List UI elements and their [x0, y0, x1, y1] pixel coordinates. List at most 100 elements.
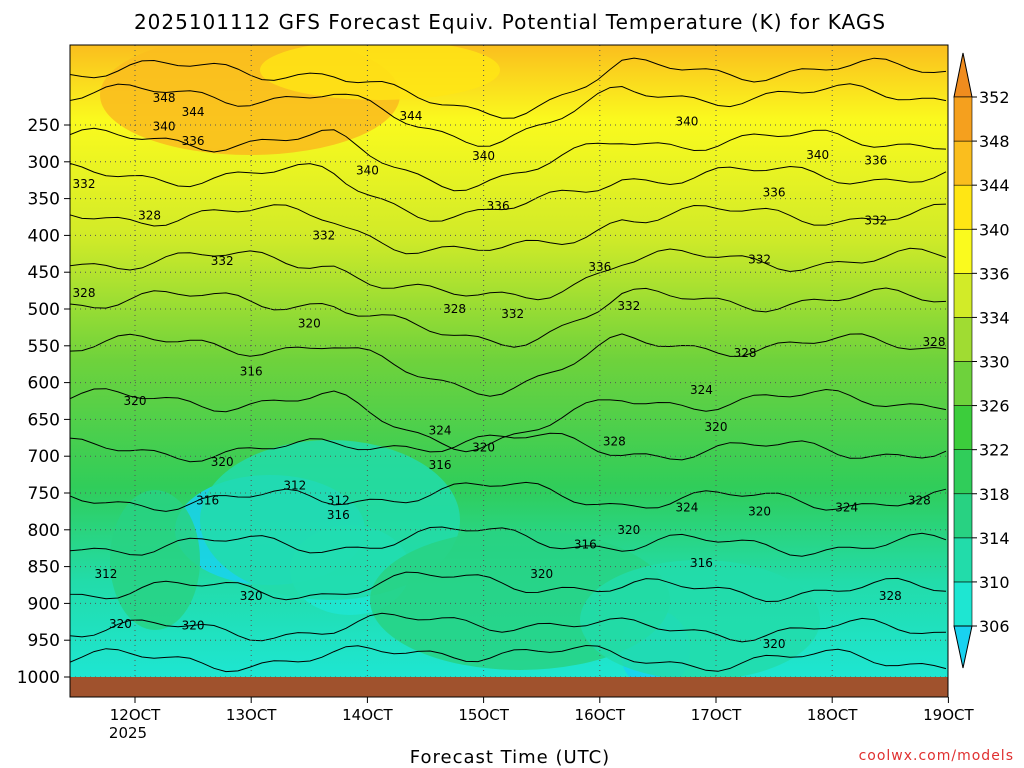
colorbar-segment [953, 228, 973, 274]
colorbar-segment [953, 361, 973, 406]
contour-label: 332 [748, 253, 771, 267]
contour-label: 320 [472, 440, 495, 454]
contour-label: 336 [763, 186, 786, 200]
x-axis-year-label: 2025 [109, 724, 147, 742]
y-tick-label: 250 [28, 116, 60, 136]
contour-label: 328 [603, 434, 626, 448]
contour-line [70, 127, 947, 192]
y-tick-label: 400 [28, 226, 60, 246]
colorbar-segment [953, 317, 973, 362]
contour-label: 336 [588, 260, 611, 274]
contour-label: 320 [240, 589, 263, 603]
x-tick-label: 17OCT [691, 706, 742, 724]
y-tick-label: 800 [28, 521, 60, 541]
colorbar-segment [953, 493, 973, 539]
contour-label: 328 [73, 286, 96, 300]
credit-label: coolwx.com/models [859, 748, 1014, 764]
contour-label: 336 [182, 134, 205, 148]
contour-label: 324 [690, 383, 713, 397]
colorbar-segment [953, 537, 973, 583]
y-tick-label: 850 [28, 558, 60, 578]
field-region [260, 45, 500, 100]
colorbar-label: 352 [979, 88, 1010, 107]
contour-line [70, 162, 947, 222]
y-tick-label: 350 [28, 190, 60, 210]
contour-label: 340 [153, 119, 176, 133]
contour-label: 340 [806, 148, 829, 162]
contour-label: 332 [501, 307, 524, 321]
contour-label: 344 [400, 109, 423, 123]
x-tick-label: 14OCT [342, 706, 393, 724]
contour-label: 328 [138, 209, 161, 223]
contour-label: 316 [429, 458, 452, 472]
colorbar-min-arrow [953, 625, 973, 669]
contour-label: 320 [124, 394, 147, 408]
contour-label: 316 [574, 538, 597, 552]
contour-label: 320 [763, 637, 786, 651]
x-tick-label: 16OCT [575, 706, 626, 724]
colorbar: 306 310 314 318 322 326 330 334 336 340 344 348 352 [953, 52, 1010, 669]
contour-line [70, 203, 947, 255]
contour-label: 328 [908, 493, 931, 507]
contour-label: 336 [864, 153, 887, 167]
plot-frame [69, 44, 949, 698]
contour-label: 320 [617, 523, 640, 537]
contour-line [70, 287, 947, 348]
contour-label: 312 [283, 479, 306, 493]
contour-label: 316 [240, 365, 263, 379]
contour-label: 316 [196, 493, 219, 507]
contour-label: 312 [94, 567, 117, 581]
contour-label: 320 [748, 504, 771, 518]
contour-label: 320 [182, 618, 205, 632]
contour-label: 340 [356, 164, 379, 178]
contour-line [70, 333, 947, 397]
contour-line [70, 644, 947, 673]
contour-label: 320 [530, 567, 553, 581]
colorbar-label: 334 [979, 308, 1010, 327]
contour-line [70, 571, 947, 603]
field-region [200, 440, 460, 600]
colorbar-label: 326 [979, 397, 1010, 416]
contour-line [70, 388, 947, 453]
contour-label: 332 [211, 254, 234, 268]
x-axis-label: Forecast Time (UTC) [410, 747, 610, 768]
contour-label: 332 [73, 177, 96, 191]
y-tick-label: 500 [28, 300, 60, 320]
x-axis: 12OCT 13OCT 14OCT 15OCT 16OCT 17OCT 18OCT 19OCT [110, 697, 975, 724]
colorbar-label: 336 [979, 264, 1010, 283]
colorbar-segment [953, 140, 973, 186]
contour-line [70, 612, 947, 643]
contour-label: 312 [327, 493, 350, 507]
ground-surface-strip [70, 677, 948, 697]
colorbar-label: 310 [979, 573, 1010, 592]
y-tick-label: 550 [28, 337, 60, 357]
colorbar-segment [953, 273, 973, 318]
y-tick-label: 650 [28, 410, 60, 430]
color-bands [70, 45, 948, 677]
y-tick-label: 950 [28, 631, 60, 651]
colorbar-segment [953, 96, 973, 142]
x-tick-label: 15OCT [458, 706, 509, 724]
contour-line [70, 432, 947, 463]
colorbar-label: 318 [979, 485, 1010, 504]
contour-line [70, 83, 947, 147]
chart-title: 2025101112 GFS Forecast Equiv. Potential… [134, 10, 886, 34]
field-region [110, 490, 200, 630]
contour-line [70, 247, 947, 301]
colorbar-label: 330 [979, 353, 1010, 372]
colorbar-label: 306 [979, 617, 1010, 636]
plot-area [70, 45, 948, 677]
colorbar-label: 314 [979, 529, 1010, 548]
y-tick-label: 900 [28, 594, 60, 614]
contour-label: 324 [835, 501, 858, 515]
contour-label: 320 [211, 455, 234, 469]
contour-label: 336 [487, 199, 510, 213]
contour-label: 332 [312, 228, 335, 242]
y-tick-label: 300 [28, 153, 60, 173]
contour-label: 332 [617, 299, 640, 313]
contour-label: 320 [298, 317, 321, 331]
y-tick-label: 450 [28, 263, 60, 283]
contour-line [70, 481, 947, 512]
contour-label: 328 [734, 346, 757, 360]
